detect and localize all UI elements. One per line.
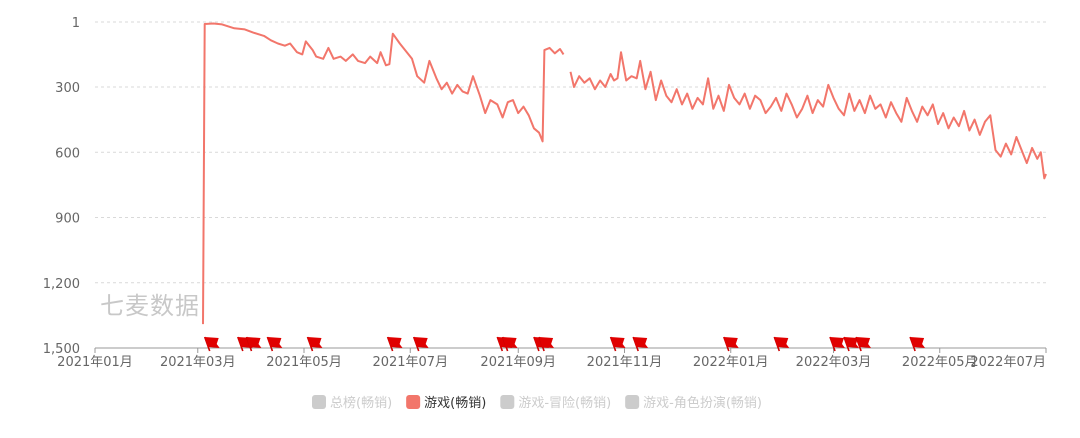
- legend-label: 总榜(畅销): [330, 395, 392, 411]
- x-tick-label: 2021年05月: [266, 355, 342, 370]
- legend-swatch: [500, 395, 515, 409]
- legend-item[interactable]: 游戏-冒险(畅销): [500, 395, 611, 411]
- event-flag-icon[interactable]: [723, 336, 739, 352]
- event-flag-icon[interactable]: [773, 336, 790, 352]
- legend-item[interactable]: 总榜(畅销): [312, 395, 392, 411]
- event-flag-icon[interactable]: [909, 336, 926, 352]
- event-flag-icon[interactable]: [632, 336, 649, 352]
- series-line: [569, 51, 1047, 180]
- x-tick-label: 2021年11月: [587, 355, 663, 370]
- event-flag-icon[interactable]: [829, 336, 845, 352]
- event-flag-icon[interactable]: [501, 336, 518, 352]
- x-tick-label: 2022年01月: [693, 355, 769, 370]
- series-line: [202, 22, 565, 325]
- event-flag-icon[interactable]: [306, 336, 323, 352]
- event-flag-icon[interactable]: [609, 336, 626, 352]
- event-flag-icon[interactable]: [245, 336, 262, 352]
- y-tick-label: 900: [55, 212, 80, 227]
- x-tick-label: 2021年07月: [372, 355, 448, 370]
- series-lines: [202, 22, 1047, 325]
- event-flag-icon[interactable]: [266, 336, 283, 352]
- event-flag-icon[interactable]: [386, 336, 403, 352]
- x-tick-label: 2021年09月: [480, 355, 556, 370]
- event-flag-icon[interactable]: [843, 336, 859, 352]
- legend-swatch: [312, 395, 326, 409]
- legend-item[interactable]: 游戏-角色扮演(畅销): [625, 395, 762, 411]
- y-tick-label: 1,500: [43, 342, 80, 357]
- event-flag-icon[interactable]: [538, 336, 555, 352]
- x-tick-label: 2021年01月: [57, 355, 133, 370]
- event-flag-icon[interactable]: [412, 336, 429, 352]
- y-tick-label: 1,200: [43, 277, 80, 292]
- y-tick-label: 600: [55, 146, 80, 161]
- legend-label: 游戏-冒险(畅销): [518, 396, 611, 411]
- legend-label: 游戏(畅销): [424, 396, 486, 411]
- x-tick-label: 2022年03月: [796, 355, 872, 370]
- legend-label: 游戏-角色扮演(畅销): [643, 395, 762, 411]
- event-flag-icon[interactable]: [203, 336, 220, 352]
- legend: 总榜(畅销) 游戏(畅销) 游戏-冒险(畅销) 游戏-角色扮演(畅销): [312, 395, 762, 411]
- y-tick-label: 300: [55, 81, 80, 96]
- watermark: 七麦数据: [100, 292, 200, 320]
- event-flag-icon[interactable]: [855, 336, 872, 352]
- x-tick-label: 2022年05月: [902, 355, 978, 370]
- legend-swatch: [625, 395, 640, 409]
- legend-swatch: [406, 395, 421, 409]
- legend-item[interactable]: 游戏(畅销): [406, 395, 486, 411]
- x-tick-label: 2022年07月: [970, 355, 1046, 370]
- y-tick-label: 1: [72, 16, 80, 31]
- x-axis: 2021年01月 2021年03月 2021年05月 2021年07月 2021年09月…: [57, 347, 1047, 370]
- x-tick-label: 2021年03月: [160, 355, 236, 370]
- y-axis: 1 300 600 900 1,200 1,500: [43, 16, 80, 357]
- grid-lines: [95, 21, 1046, 284]
- event-markers: [203, 336, 926, 352]
